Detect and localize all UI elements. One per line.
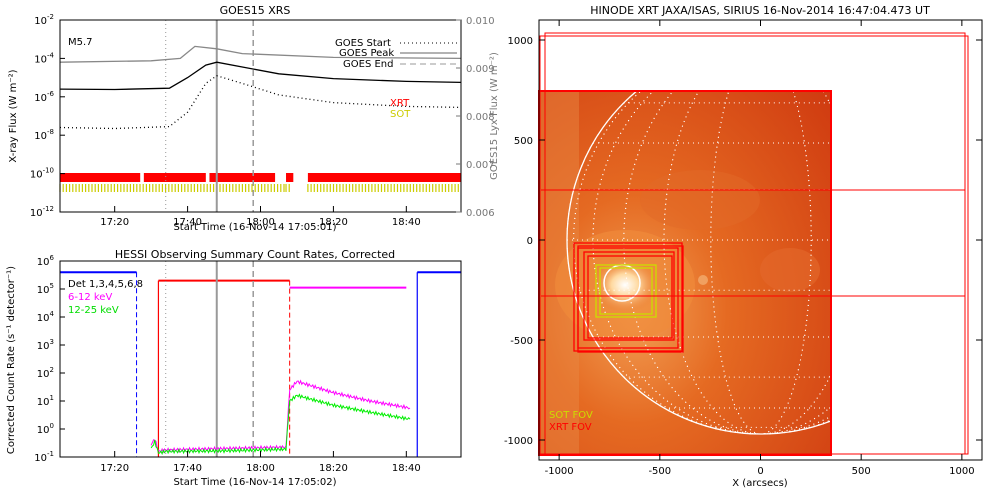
xrt-ytick-label: -500: [510, 336, 533, 347]
goes-xtick-label: 18:00: [246, 217, 275, 228]
goes-right-ytick-label: 0.010: [466, 16, 495, 27]
xrt-ytick-label: 500: [514, 136, 533, 147]
hessi-ytick-label: 101: [37, 394, 54, 408]
goes-xtick-label: 17:40: [173, 217, 202, 228]
goes-legend-start: GOES Start: [335, 38, 391, 49]
goes-title: GOES15 XRS: [220, 4, 291, 17]
hessi-xtick-label: 17:20: [100, 463, 129, 474]
goes-right-ytick-label: 0.008: [466, 112, 495, 123]
xrt-bright-point: [698, 275, 708, 285]
goes-sot-label: SOT: [390, 109, 411, 120]
hessi-xtick-label: 17:40: [173, 463, 202, 474]
xrt-coverage-bar: [143, 173, 206, 182]
hessi-xticks: 17:20 17:40 18:00 18:20 18:40: [100, 451, 421, 474]
goes-ytick-label: 10-12: [30, 205, 54, 219]
goes-plot-area: [59, 20, 462, 212]
goes-ytick-label: 10-2: [34, 13, 54, 27]
goes-series-1: [59, 74, 462, 130]
xrt-diffuse-region: [640, 170, 760, 230]
goes-ytick-label: 10-8: [34, 128, 54, 142]
goes-xlabel: Start Time (16-Nov-14 17:05:01): [173, 222, 336, 233]
hessi-ytick-label: 103: [37, 338, 54, 352]
goes-xtick-label: 17:20: [100, 217, 129, 228]
goes-right-ytick-label: 0.006: [466, 208, 495, 219]
hessi-ylabel: Corrected Count Rate (s⁻¹ detector⁻¹): [6, 266, 17, 454]
xrt-xtick-label: -1000: [545, 466, 574, 477]
hessi-xtick-label: 18:00: [246, 463, 275, 474]
goes-ytick-label: 10-4: [34, 51, 54, 65]
goes-series-0: [59, 61, 462, 91]
xrt-title: HINODE XRT JAXA/ISAS, SIRIUS 16-Nov-2014…: [590, 4, 930, 17]
hessi-panel: HESSI Observing Summary Count Rates, Cor…: [6, 248, 462, 488]
goes-right-ytick-label: 0.009: [466, 64, 495, 75]
xrt-lat-lon-grid: [566, 91, 831, 435]
xrt-yticks: 1000 500 0 -500 -1000: [504, 36, 982, 447]
goes-right-ylabel: GOES15 Lyx Flux (W m⁻²): [489, 52, 500, 180]
hessi-series-0: [150, 379, 411, 454]
goes-right-ytick-label: 0.007: [466, 160, 495, 171]
goes-ytick-label: 10-6: [34, 90, 54, 104]
xrt-xtick-label: 0: [757, 466, 763, 477]
xrt-bright-region-east: [760, 248, 820, 292]
goes-xtick-label: 18:40: [392, 217, 421, 228]
hessi-ytick-label: 102: [37, 366, 54, 380]
xrt-xticks: -1000 -500 0 500 1000: [545, 20, 975, 477]
xrt-ytick-label: 0: [527, 236, 533, 247]
hessi-legend-12-25: 12-25 keV: [68, 305, 119, 316]
goes-series-2: [59, 45, 462, 63]
hessi-ytick-label: 106: [37, 254, 55, 268]
hessi-ytick-label: 105: [37, 282, 54, 296]
xrt-fov-box: [587, 255, 673, 339]
xrt-fov-box: [573, 242, 683, 352]
goes-legend-end: GOES End: [343, 59, 393, 70]
goes-legend-peak: GOES Peak: [339, 48, 394, 59]
xrt-sot-fov-label: SOT FOV: [549, 410, 593, 421]
hessi-legend-det: Det 1,3,4,5,6,8: [68, 279, 143, 290]
goes-xtick-label: 18:20: [319, 217, 348, 228]
hessi-ytick-label: 100: [37, 422, 54, 436]
xrt-outer-fov-2: [544, 32, 966, 455]
xrt-coverage-bar: [286, 173, 294, 182]
xrt-panel: HINODE XRT JAXA/ISAS, SIRIUS 16-Nov-2014…: [504, 4, 983, 489]
xrt-ytick-label: 1000: [508, 36, 533, 47]
sot-fov-box: [599, 267, 653, 315]
hessi-xtick-label: 18:20: [319, 463, 348, 474]
hessi-plot-area: [60, 261, 461, 457]
hessi-frame: [59, 260, 462, 458]
goes-ytick-label: 10-10: [30, 167, 54, 181]
hessi-legend-6-12: 6-12 keV: [68, 292, 112, 303]
hessi-series-1: [150, 393, 411, 456]
goes-xrt-label: XRT: [390, 98, 410, 109]
goes-panel: GOES15 XRS M5.7 GOES Start GOES Peak GOE…: [8, 4, 500, 233]
xrt-xtick-label: 1000: [949, 466, 974, 477]
hessi-xtick-label: 18:40: [392, 463, 421, 474]
hessi-ytick-label: 104: [37, 310, 55, 324]
hessi-xlabel: Start Time (16-Nov-14 17:05:02): [173, 477, 336, 488]
goes-flare-class: M5.7: [68, 37, 93, 48]
xrt-coverage-bar: [209, 173, 276, 182]
goes-xticks: 17:20 17:40 18:00 18:20 18:40: [100, 206, 421, 228]
xrt-coverage-bar: [307, 173, 461, 182]
hessi-title: HESSI Observing Summary Count Rates, Cor…: [115, 248, 395, 261]
xrt-fov-box: [577, 245, 684, 353]
xrt-xrt-fov-label: XRT FOV: [549, 422, 592, 433]
goes-right-yticks: 0.006 0.007 0.008 0.009 0.010: [456, 16, 495, 219]
hessi-ytick-label: 10-1: [34, 450, 54, 464]
goes-ylabel: X-ray Flux (W m⁻²): [8, 69, 19, 162]
xrt-ytick-label: -1000: [504, 436, 533, 447]
xrt-xtick-label: -500: [648, 466, 671, 477]
xrt-xlabel: X (arcsecs): [732, 478, 788, 489]
xrt-image: [539, 91, 831, 455]
sot-fov-box: [595, 264, 657, 318]
xrt-xtick-label: 500: [852, 466, 871, 477]
xrt-coverage-bar: [60, 173, 141, 182]
xrt-solar-limb: [566, 91, 831, 435]
